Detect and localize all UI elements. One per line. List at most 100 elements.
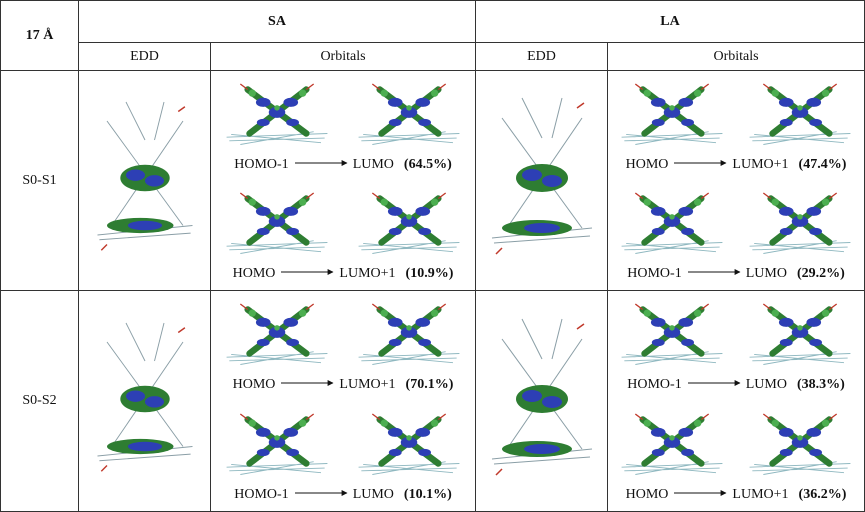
orbital-from: HOMO-1 (627, 377, 681, 393)
orbital-to: LUMO (746, 377, 787, 393)
percent: (36.2%) (799, 487, 847, 503)
percent: (10.9%) (406, 266, 454, 282)
orbital-to: LUMO (353, 487, 394, 503)
orbital-from: HOMO (626, 487, 669, 503)
edd-cell (476, 291, 608, 512)
arrow-icon (672, 158, 728, 168)
orbitals: HOMO LUMO+1 (70.1%) HOMO-1 LUMO (10.1%) (211, 291, 475, 511)
results-table: 17 Å SA LA EDD Orbitals EDD Orbitals S0-… (0, 0, 865, 512)
molecule-image (85, 83, 205, 273)
arrow (279, 266, 335, 282)
molecule-image (617, 188, 727, 264)
edd-cell (79, 291, 211, 512)
transition-block: HOMO-1 LUMO (64.5%) (211, 79, 475, 173)
molecule-image (85, 304, 205, 494)
orbital-from: HOMO-1 (234, 487, 288, 503)
transition-block: HOMO LUMO+1 (47.4%) (608, 79, 864, 173)
orbital-to: LUMO (353, 157, 394, 173)
molecule-image (354, 79, 464, 155)
molecule-pair (608, 188, 864, 264)
transition: HOMO LUMO+1 (47.4%) (626, 157, 847, 173)
arrow (686, 377, 742, 393)
molecule-image (745, 79, 855, 155)
row-label: S0-S2 (1, 291, 79, 512)
molecule-image (482, 78, 602, 278)
column-header: EDD (476, 43, 608, 71)
molecule-image (745, 409, 855, 485)
percent: (38.3%) (797, 377, 845, 393)
transition-block: HOMO-1 LUMO (10.1%) (211, 409, 475, 503)
orbital-to: LUMO (746, 266, 787, 282)
orbital-from: HOMO (233, 377, 276, 393)
molecule-image (482, 299, 602, 499)
percent: (70.1%) (406, 377, 454, 393)
orbital-from: HOMO (626, 157, 669, 173)
orbitals-cell: HOMO LUMO+1 (70.1%) HOMO-1 LUMO (10.1%) (211, 291, 476, 512)
transition: HOMO-1 LUMO (64.5%) (234, 157, 452, 173)
percent: (10.1%) (404, 487, 452, 503)
molecule-image (745, 188, 855, 264)
orbital-to: LUMO+1 (339, 377, 395, 393)
arrow-icon (672, 488, 728, 498)
column-header: EDD (79, 43, 211, 71)
orbital-to: LUMO+1 (732, 487, 788, 503)
molecule-image (222, 79, 332, 155)
arrow-icon (293, 158, 349, 168)
molecule-pair (608, 409, 864, 485)
molecule-pair (211, 188, 475, 264)
transition: HOMO LUMO+1 (70.1%) (233, 377, 454, 393)
percent: (64.5%) (404, 157, 452, 173)
arrow (672, 487, 728, 503)
column-header: Orbitals (608, 43, 865, 71)
transition-block: HOMO LUMO+1 (36.2%) (608, 409, 864, 503)
transition: HOMO LUMO+1 (36.2%) (626, 487, 847, 503)
molecule-pair (211, 79, 475, 155)
molecule-image (354, 299, 464, 375)
row-label: S0-S1 (1, 71, 79, 291)
molecule-image (222, 299, 332, 375)
molecule-pair (608, 79, 864, 155)
molecule-image (617, 299, 727, 375)
orbitals: HOMO-1 LUMO (38.3%) HOMO LUMO+1 (36.2%) (608, 291, 864, 511)
arrow (293, 157, 349, 173)
orbital-from: HOMO (233, 266, 276, 282)
row-label-text: S0-S1 (22, 173, 56, 188)
molecule-image (745, 299, 855, 375)
arrow-icon (279, 378, 335, 388)
arrow (686, 266, 742, 282)
arrow-icon (293, 488, 349, 498)
transition: HOMO-1 LUMO (38.3%) (627, 377, 845, 393)
orbital-to: LUMO+1 (732, 157, 788, 173)
arrow (672, 157, 728, 173)
molecule-image (222, 188, 332, 264)
arrow-icon (279, 267, 335, 277)
transition-block: HOMO-1 LUMO (38.3%) (608, 299, 864, 393)
arrow (279, 377, 335, 393)
column-header: Orbitals (211, 43, 476, 71)
edd-cell (79, 71, 211, 291)
molecule-image (617, 409, 727, 485)
molecule-pair (608, 299, 864, 375)
molecule-image (222, 409, 332, 485)
molecule-image (354, 409, 464, 485)
group-header: LA (476, 1, 865, 43)
group-header: SA (79, 1, 476, 43)
arrow-icon (686, 267, 742, 277)
percent: (29.2%) (797, 266, 845, 282)
corner: 17 Å (1, 1, 79, 71)
molecule-pair (211, 299, 475, 375)
molecule-pair (211, 409, 475, 485)
percent: (47.4%) (799, 157, 847, 173)
edd-cell (476, 71, 608, 291)
orbital-from: HOMO-1 (234, 157, 288, 173)
arrow (293, 487, 349, 503)
